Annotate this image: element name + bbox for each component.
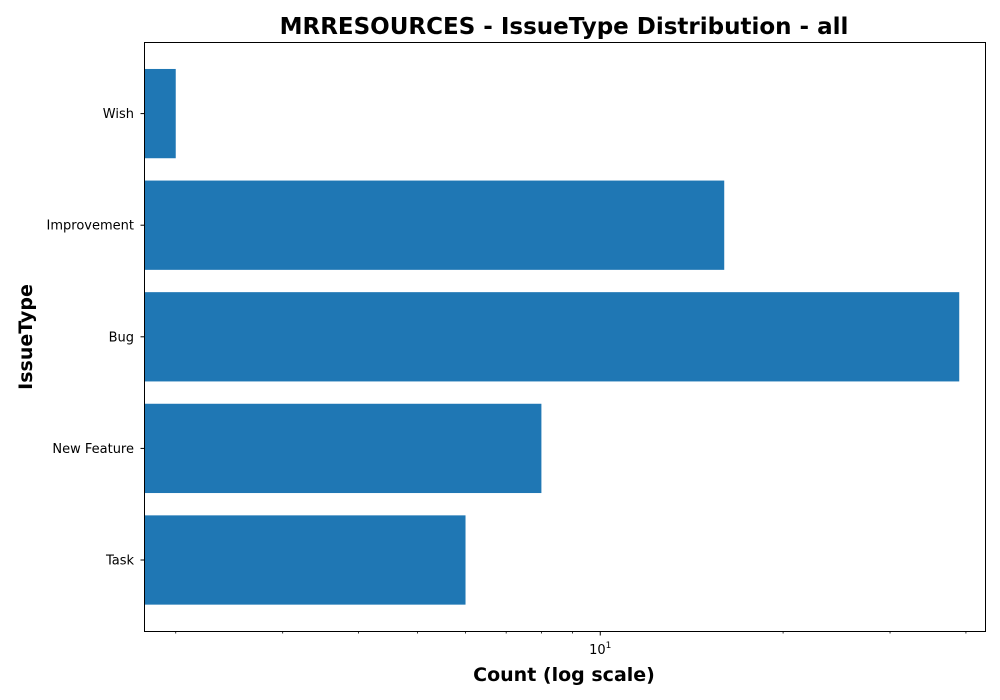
bars-group — [145, 68, 960, 605]
y-tick-label-new-feature: New Feature — [52, 442, 134, 457]
y-tick-label-bug: Bug — [109, 330, 134, 345]
x-tick-label: 101 — [589, 641, 611, 658]
bar-new-feature — [145, 403, 542, 494]
x-axis-label: Count (log scale) — [473, 664, 655, 686]
y-axis-ticks: Task New Feature Bug Improvement Wish — [47, 107, 145, 569]
bar-improvement — [145, 180, 725, 270]
y-tick-label-improvement: Improvement — [47, 219, 134, 234]
bar-bug — [145, 292, 960, 382]
bar-wish — [145, 68, 176, 159]
chart-title: MRRESOURCES - IssueType Distribution - a… — [280, 14, 849, 40]
y-axis-label: IssueType — [15, 284, 37, 390]
plot-frame — [144, 42, 986, 632]
y-tick-label-task: Task — [105, 554, 135, 569]
x-axis-ticks: 101 — [175, 631, 967, 658]
bar-task — [145, 515, 466, 605]
y-tick-label-wish: Wish — [103, 107, 134, 122]
